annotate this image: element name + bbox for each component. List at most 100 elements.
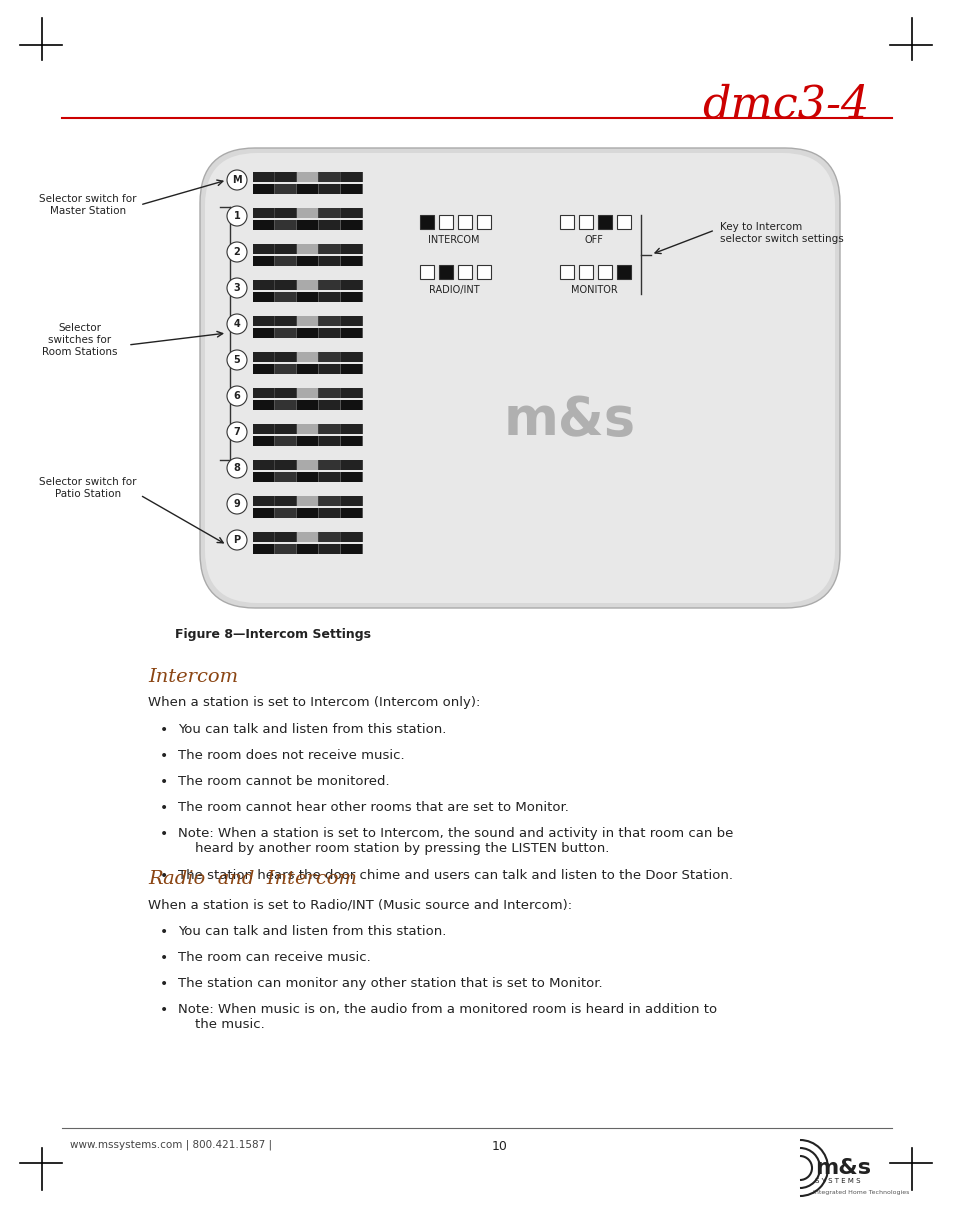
Text: 4: 4 bbox=[233, 320, 240, 329]
Bar bbox=[340, 532, 361, 541]
Bar bbox=[617, 265, 630, 279]
Text: 2: 2 bbox=[233, 247, 240, 257]
Bar bbox=[274, 496, 295, 507]
Text: INTERCOM: INTERCOM bbox=[428, 235, 479, 245]
Bar bbox=[274, 256, 295, 267]
Bar bbox=[296, 437, 317, 446]
Bar bbox=[274, 472, 295, 482]
Bar bbox=[296, 280, 317, 289]
Text: 10: 10 bbox=[492, 1140, 507, 1153]
Text: •: • bbox=[160, 925, 168, 939]
Bar bbox=[253, 472, 363, 482]
Bar bbox=[438, 215, 453, 229]
Text: 7: 7 bbox=[233, 427, 240, 437]
Circle shape bbox=[227, 170, 247, 191]
Bar bbox=[318, 316, 339, 326]
Bar bbox=[340, 172, 361, 182]
Bar bbox=[340, 364, 361, 374]
Text: S Y S T E M S: S Y S T E M S bbox=[814, 1178, 860, 1184]
Bar bbox=[253, 532, 274, 541]
Bar bbox=[296, 532, 317, 541]
Text: 5: 5 bbox=[233, 355, 240, 365]
Bar bbox=[253, 388, 363, 398]
Bar bbox=[253, 364, 363, 374]
Bar bbox=[598, 265, 612, 279]
Bar bbox=[318, 172, 339, 182]
Bar bbox=[340, 496, 361, 507]
Bar bbox=[318, 185, 339, 194]
Text: The room does not receive music.: The room does not receive music. bbox=[178, 749, 404, 762]
Bar bbox=[253, 472, 274, 482]
Text: Figure 8—Intercom Settings: Figure 8—Intercom Settings bbox=[174, 628, 371, 642]
Bar bbox=[296, 244, 317, 254]
Bar bbox=[253, 292, 274, 302]
Bar bbox=[274, 244, 295, 254]
Text: m&s: m&s bbox=[503, 394, 636, 446]
Bar bbox=[296, 425, 317, 434]
Text: 6: 6 bbox=[233, 391, 240, 402]
Bar bbox=[274, 388, 295, 398]
Bar bbox=[318, 256, 339, 267]
Bar bbox=[253, 364, 274, 374]
Text: You can talk and listen from this station.: You can talk and listen from this statio… bbox=[178, 724, 446, 736]
Bar bbox=[253, 508, 274, 519]
Text: 3: 3 bbox=[233, 283, 240, 293]
Bar bbox=[296, 207, 317, 218]
Text: www.mssystems.com | 800.421.1587 |: www.mssystems.com | 800.421.1587 | bbox=[70, 1140, 272, 1151]
Bar bbox=[318, 459, 339, 470]
Bar bbox=[559, 215, 574, 229]
Bar bbox=[253, 544, 274, 554]
Bar bbox=[253, 280, 274, 289]
Bar bbox=[253, 459, 274, 470]
Text: The room cannot be monitored.: The room cannot be monitored. bbox=[178, 775, 389, 788]
Bar bbox=[253, 352, 363, 362]
Text: Note: When music is on, the audio from a monitored room is heard in addition to
: Note: When music is on, the audio from a… bbox=[178, 1003, 717, 1031]
Bar bbox=[419, 265, 434, 279]
Bar bbox=[253, 256, 363, 267]
Text: Selector switch for
Master Station: Selector switch for Master Station bbox=[39, 194, 136, 216]
Circle shape bbox=[227, 458, 247, 478]
Bar bbox=[253, 219, 363, 230]
Bar bbox=[253, 388, 274, 398]
Bar bbox=[340, 207, 361, 218]
Bar bbox=[318, 244, 339, 254]
Text: When a station is set to Radio/INT (Music source and Intercom):: When a station is set to Radio/INT (Musi… bbox=[148, 898, 572, 911]
Text: •: • bbox=[160, 1003, 168, 1017]
Bar bbox=[253, 244, 274, 254]
Bar bbox=[318, 364, 339, 374]
Bar bbox=[253, 316, 274, 326]
Circle shape bbox=[227, 422, 247, 443]
Bar bbox=[253, 219, 274, 230]
Bar bbox=[476, 265, 491, 279]
Bar bbox=[296, 400, 317, 410]
Bar bbox=[340, 185, 361, 194]
Circle shape bbox=[227, 279, 247, 298]
Bar bbox=[253, 207, 274, 218]
Bar bbox=[340, 508, 361, 519]
Bar bbox=[296, 316, 317, 326]
Bar bbox=[318, 508, 339, 519]
Text: •: • bbox=[160, 977, 168, 991]
Bar bbox=[340, 544, 361, 554]
Bar bbox=[253, 328, 274, 338]
Bar bbox=[253, 437, 363, 446]
Bar bbox=[318, 219, 339, 230]
Bar bbox=[419, 215, 434, 229]
Text: •: • bbox=[160, 952, 168, 965]
Text: OFF: OFF bbox=[584, 235, 603, 245]
Text: dmc3-4: dmc3-4 bbox=[702, 83, 869, 127]
Bar bbox=[274, 172, 295, 182]
Bar bbox=[274, 316, 295, 326]
Text: 1: 1 bbox=[233, 211, 240, 221]
Bar bbox=[296, 185, 317, 194]
Bar bbox=[296, 364, 317, 374]
Text: •: • bbox=[160, 827, 168, 841]
Bar bbox=[274, 219, 295, 230]
Text: •: • bbox=[160, 870, 168, 883]
Text: •: • bbox=[160, 801, 168, 815]
Bar bbox=[438, 265, 453, 279]
Bar bbox=[296, 328, 317, 338]
Bar bbox=[340, 437, 361, 446]
Bar bbox=[274, 400, 295, 410]
Bar bbox=[296, 459, 317, 470]
